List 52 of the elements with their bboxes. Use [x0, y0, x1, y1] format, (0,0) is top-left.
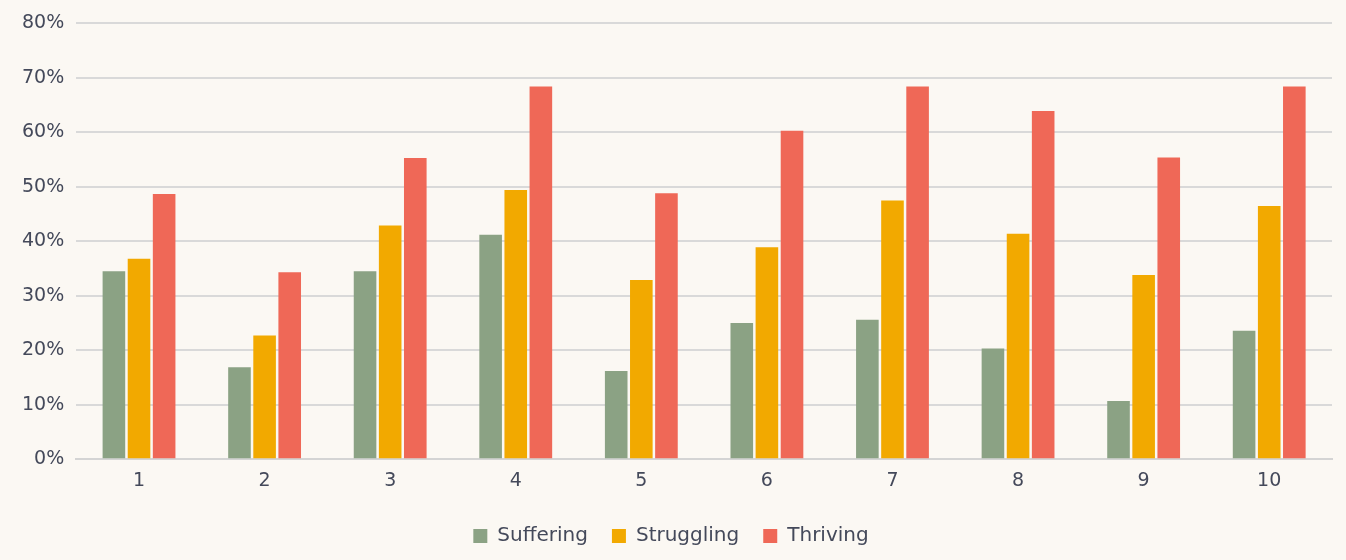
bar: [730, 323, 754, 459]
bar: [604, 370, 628, 459]
y-tick-label: 20%: [22, 337, 65, 360]
y-tick-label: 30%: [22, 282, 65, 305]
bar: [655, 193, 678, 459]
bar: [780, 130, 804, 459]
x-tick-label: 10: [1257, 467, 1282, 490]
bar: [353, 271, 377, 459]
bar: [529, 86, 553, 459]
bar: [630, 279, 653, 459]
bar: [755, 247, 779, 459]
bar: [1132, 275, 1155, 459]
bar: [981, 348, 1005, 459]
y-tick-label: 40%: [22, 228, 65, 251]
legend-label: Suffering: [497, 522, 588, 547]
bar: [102, 271, 126, 459]
y-tick-label: 80%: [22, 10, 65, 33]
bar: [278, 272, 302, 459]
x-tick-label: 6: [760, 467, 773, 490]
y-tick-label: 50%: [22, 173, 65, 196]
y-tick-label: 70%: [22, 64, 65, 87]
legend-label: Thriving: [786, 522, 869, 547]
bar: [127, 258, 151, 459]
x-tick-label: 7: [886, 467, 899, 490]
bar: [856, 319, 879, 459]
x-tick-label: 8: [1012, 467, 1025, 490]
bar: [479, 234, 502, 459]
bar: [228, 367, 251, 459]
y-tick-label: 10%: [22, 391, 65, 414]
bar: [1283, 86, 1306, 459]
bar: [152, 193, 176, 459]
x-tick-label: 4: [509, 467, 522, 490]
bar: [253, 335, 276, 459]
bar: [504, 190, 528, 459]
x-tick-label: 5: [635, 467, 648, 490]
bar: [1232, 330, 1256, 459]
bar: [1107, 400, 1130, 459]
bar: [378, 225, 402, 459]
y-tick-label: 0%: [34, 446, 65, 469]
x-tick-label: 3: [384, 467, 397, 490]
bar: [906, 86, 929, 459]
bar: [1006, 233, 1030, 459]
bar: [1031, 111, 1055, 459]
bar: [403, 157, 427, 459]
bar: [881, 200, 904, 459]
x-tick-label: 1: [132, 467, 146, 490]
bar: [1257, 205, 1281, 459]
legend-label: Struggling: [635, 522, 740, 547]
bar: [1157, 157, 1181, 459]
x-tick-label: 9: [1137, 467, 1150, 490]
y-tick-label: 60%: [22, 119, 65, 142]
x-tick-label: 2: [258, 467, 271, 490]
